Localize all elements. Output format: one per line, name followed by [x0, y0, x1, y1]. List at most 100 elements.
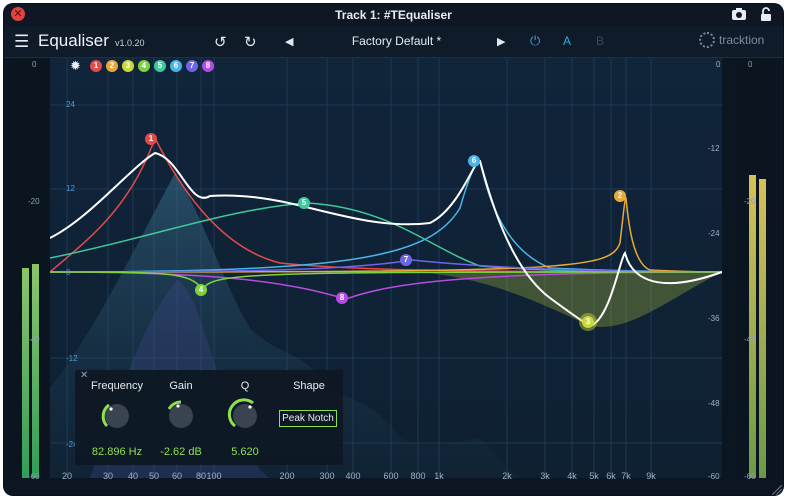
settings-icon[interactable]: ✹	[70, 58, 81, 73]
freq-label: 600	[383, 471, 399, 481]
band-3-shading	[410, 272, 722, 327]
band-2-handle[interactable]: 2	[614, 190, 626, 202]
band-4-handle[interactable]: 4	[195, 284, 207, 296]
meter-label-60: -60	[28, 472, 40, 481]
freq-label: 2k	[502, 471, 512, 481]
next-preset-icon[interactable]: ▶	[497, 36, 506, 48]
band-6-handle[interactable]: 6	[468, 155, 480, 167]
meter-bar-right	[32, 264, 39, 478]
band-5-toggle[interactable]: 5	[154, 60, 166, 72]
db-scale-12: -12	[708, 144, 720, 153]
freq-label: 50	[148, 471, 160, 481]
ab-compare-b-button[interactable]: B	[596, 34, 605, 48]
freq-label: 800	[410, 471, 426, 481]
freq-label: 20	[61, 471, 73, 481]
band-1-curve	[50, 136, 722, 273]
close-icon[interactable]: ✕	[11, 7, 25, 21]
db-scale-0: 0	[716, 60, 721, 69]
gain-scale-12: 12	[66, 184, 75, 193]
freq-label: 400	[345, 471, 361, 481]
title-bar: ✕ Track 1: #TEqualiser	[4, 4, 783, 26]
freq-label: 6k	[606, 471, 616, 481]
band-2-toggle[interactable]: 2	[106, 60, 118, 72]
band-4-curve	[50, 271, 722, 292]
gain-scale-minus24: -24	[66, 440, 78, 449]
power-icon[interactable]: ⏻	[530, 33, 541, 48]
plugin-name: Equaliser	[38, 31, 109, 50]
toolbar: ☰ Equaliser v1.0.20 ↺ ↻ ◀ Factory Defaul…	[4, 26, 783, 58]
freq-label: 30	[102, 471, 114, 481]
freq-label: 7k	[621, 471, 631, 481]
db-scale-60: -60	[708, 472, 720, 481]
meter-label-top-right: 0	[748, 60, 753, 69]
resize-handle-icon[interactable]	[772, 485, 782, 495]
meter-label-60-right: -60	[744, 472, 756, 481]
freq-label: 1k	[434, 471, 444, 481]
meter-bar-left	[749, 175, 756, 478]
meter-bar-left	[22, 268, 29, 478]
shape-selector[interactable]: Peak Notch	[279, 410, 337, 427]
band-1-toggle[interactable]: 1	[90, 60, 102, 72]
freq-label: 200	[279, 471, 295, 481]
brand-name: tracktion	[719, 33, 765, 47]
preset-name[interactable]: Factory Default *	[351, 34, 442, 48]
redo-icon[interactable]: ↻	[244, 34, 257, 51]
gain-knob[interactable]	[163, 398, 199, 434]
meter-label-40: -40	[28, 335, 40, 344]
band-6-toggle[interactable]: 6	[170, 60, 182, 72]
freq-label: 9k	[646, 471, 656, 481]
freq-label: 80	[195, 471, 207, 481]
ab-compare-a-button[interactable]: A	[563, 34, 572, 48]
freq-label: 3k	[540, 471, 550, 481]
lock-icon[interactable]	[760, 7, 772, 25]
meter-bar-right	[759, 179, 766, 478]
band-8-handle[interactable]: 8	[336, 292, 348, 304]
gain-scale-0: 0	[66, 268, 71, 277]
undo-icon[interactable]: ↺	[214, 34, 227, 51]
brand-logo-icon	[699, 32, 715, 48]
q-value: 5.620	[231, 446, 259, 458]
combined-response-curve	[50, 151, 722, 328]
band-7-toggle[interactable]: 7	[186, 60, 198, 72]
band-7-handle[interactable]: 7	[400, 254, 412, 266]
shape-header: Shape	[293, 380, 325, 392]
frequency-knob[interactable]	[99, 398, 135, 434]
meter-label-top: 0	[32, 60, 37, 69]
freq-label: 100	[206, 471, 222, 481]
frequency-value: 82.896 Hz	[91, 446, 143, 458]
freq-label: 4k	[567, 471, 577, 481]
q-knob[interactable]	[227, 398, 263, 434]
band-5-handle[interactable]: 5	[298, 197, 310, 209]
camera-icon[interactable]	[731, 7, 747, 24]
freq-label: 40	[127, 471, 139, 481]
plugin-window: ✕ Track 1: #TEqualiser ☰ Equaliser v1.0.…	[4, 4, 783, 495]
band-1-handle[interactable]: 1	[145, 133, 157, 145]
db-scale-48: -48	[708, 399, 720, 408]
band-2-curve	[50, 197, 722, 273]
input-level-meter	[14, 58, 46, 478]
q-header: Q	[240, 380, 250, 392]
meter-label-20: -20	[28, 197, 40, 206]
gain-scale-24: 24	[66, 100, 75, 109]
gain-value: -2.62 dB	[160, 446, 202, 458]
output-level-meter	[742, 58, 774, 478]
band-8-toggle[interactable]: 8	[202, 60, 214, 72]
db-scale-36: -36	[708, 314, 720, 323]
gain-scale-minus12: -12	[66, 354, 78, 363]
band-4-toggle[interactable]: 4	[138, 60, 150, 72]
db-scale-24: -24	[708, 229, 720, 238]
meter-label-20-right: -20	[744, 197, 756, 206]
plugin-version: v1.0.20	[115, 38, 145, 48]
close-icon[interactable]: ✕	[80, 370, 89, 381]
window-title: Track 1: #TEqualiser	[335, 8, 452, 22]
prev-preset-icon[interactable]: ◀	[285, 36, 294, 48]
freq-label: 60	[171, 471, 183, 481]
gain-header: Gain	[169, 380, 193, 392]
band-parameter-panel: ✕ Frequency Gain Q Shape Peak Notch 82.8…	[75, 370, 343, 465]
freq-label: 300	[319, 471, 335, 481]
band-3-toggle[interactable]: 3	[122, 60, 134, 72]
band-3-handle[interactable]: 3	[582, 316, 594, 328]
freq-label: 5k	[589, 471, 599, 481]
menu-icon[interactable]: ☰	[14, 32, 30, 51]
frequency-header: Frequency	[91, 380, 143, 392]
